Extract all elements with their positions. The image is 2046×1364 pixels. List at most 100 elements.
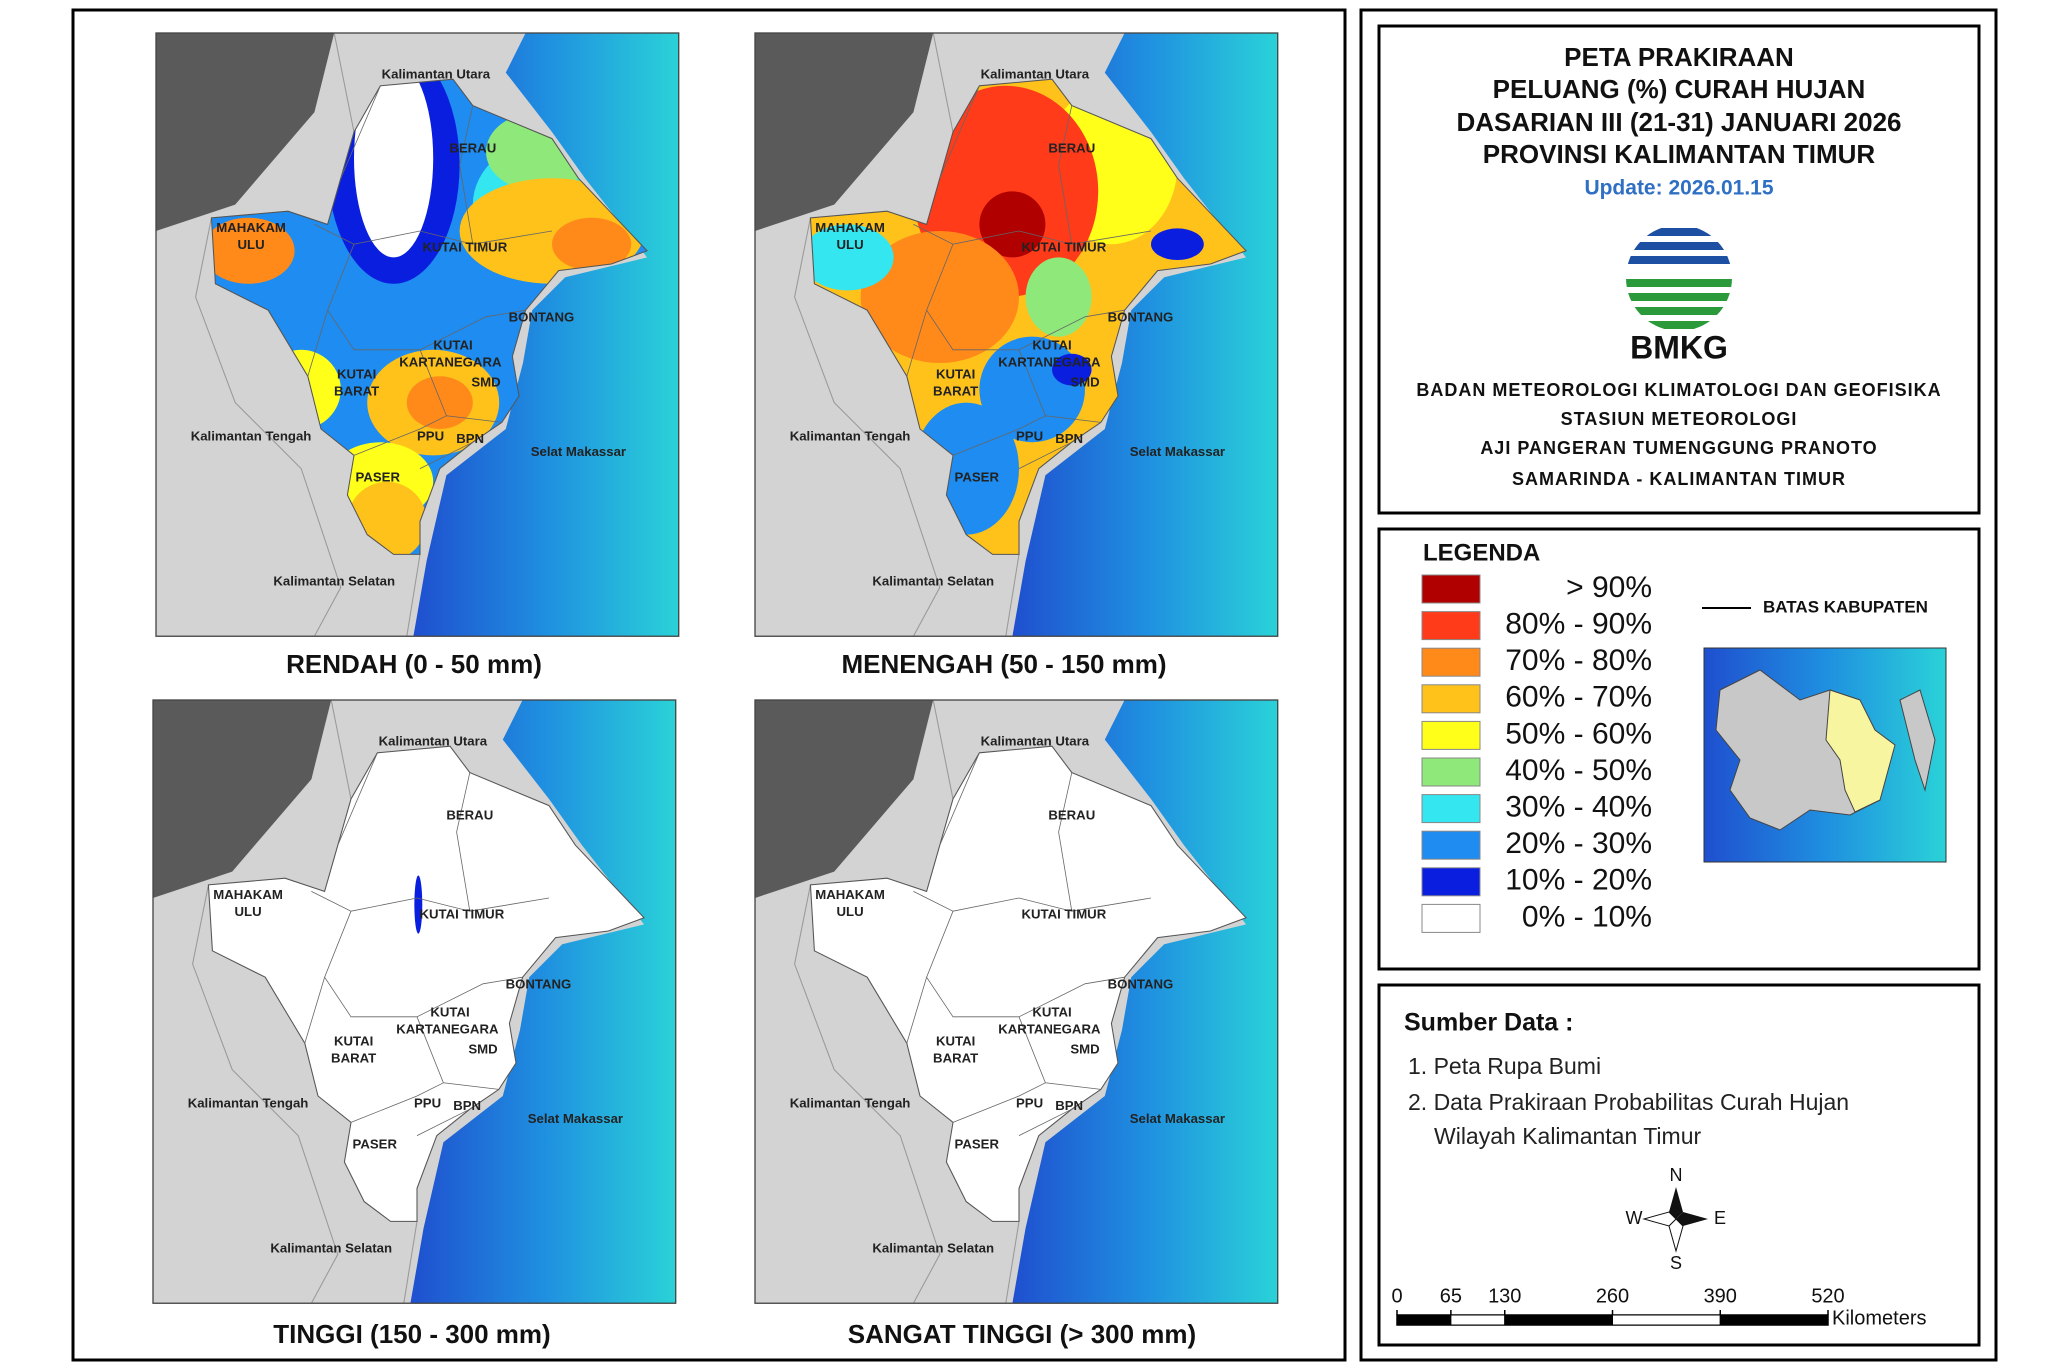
region-label: KARTANEGARA [396, 1021, 499, 1036]
region-label: KUTAI [430, 1004, 469, 1019]
regency-border [456, 772, 471, 912]
neighbor-border [794, 32, 1020, 637]
region-label: BONTANG [1108, 977, 1174, 992]
raster-zone [860, 231, 1019, 363]
region-label: BPN [1055, 431, 1083, 446]
title-line: PROVINSI KALIMANTAN TIMUR [1483, 139, 1876, 169]
map-panel: Kalimantan Utara BERAU MAHAKAM ULU KUTAI TIM… [152, 699, 677, 1304]
region-label: BERAU [449, 141, 496, 156]
regency-border [939, 752, 980, 846]
region-label: Kalimantan Tengah [191, 428, 312, 443]
region-label: BPN [453, 1098, 481, 1113]
scale-segment [1612, 1314, 1721, 1326]
region-label: Kalimantan Utara [981, 67, 1090, 82]
maps-frame [71, 8, 1347, 1362]
neighbor-border [794, 699, 1020, 1304]
source: Sumber Data : 1. Peta Rupa Bumi 2. Data … [1404, 1009, 1849, 1149]
regency-border [353, 415, 447, 456]
raster-zone [211, 217, 295, 284]
region-label: BARAT [933, 384, 978, 399]
map-title: TINGGI (150 - 300 mm) [273, 1319, 550, 1349]
region-label: PPU [1016, 428, 1043, 443]
region-label: KUTAI [337, 366, 376, 381]
sea [1012, 33, 1278, 637]
org-line: AJI PANGERAN TUMENGGUNG PRANOTO [1480, 438, 1877, 458]
region-label: MAHAKAM [213, 887, 283, 902]
region-label: SMD [471, 374, 500, 389]
raster-zone [1025, 257, 1092, 337]
regency-border [324, 911, 523, 1018]
region-label: KUTAI [1032, 337, 1071, 352]
regency-border [314, 224, 553, 245]
region-label: Kalimantan Tengah [790, 428, 911, 443]
regency-border [906, 310, 927, 377]
scale-segment [1450, 1314, 1506, 1326]
title-box [1377, 24, 1981, 515]
region-label: KUTAI TIMUR [1022, 907, 1107, 922]
region-label: Kalimantan Utara [382, 67, 491, 82]
legend-label: 20% - 30% [1505, 827, 1652, 860]
region-label: BONTANG [506, 977, 572, 992]
scale-unit: Kilometers [1832, 1307, 1926, 1329]
region-label: KUTAI [936, 366, 975, 381]
region-label: BERAU [1048, 808, 1095, 823]
regency-border [419, 441, 473, 469]
compass-w: W [1626, 1208, 1643, 1228]
region-label: BONTANG [509, 310, 575, 325]
region-label: KARTANEGARA [998, 1021, 1101, 1036]
source-title: Sumber Data : [1404, 1009, 1573, 1037]
title-line: DASARIAN III (21-31) JANUARI 2026 [1456, 107, 1901, 137]
region-label: SMD [1070, 374, 1099, 389]
region-label: KUTAI [1032, 1004, 1071, 1019]
regency-border [416, 1108, 470, 1136]
regency-border [1058, 105, 1073, 245]
region-label: BERAU [446, 808, 493, 823]
region-label: BPN [456, 431, 484, 446]
raster-zone [552, 217, 632, 271]
region-label: ULU [836, 904, 863, 919]
province-outline [210, 78, 648, 555]
region-label: PASER [356, 469, 401, 484]
regency-border [1018, 349, 1101, 423]
region-label: Kalimantan Tengah [790, 1095, 911, 1110]
source-box [1377, 983, 1981, 1347]
regency-border [459, 105, 474, 245]
source-item: 2. Data Prakiraan Probabilitas Curah Huj… [1408, 1089, 1849, 1115]
region-label: Kalimantan Selatan [273, 574, 395, 589]
org-line: SAMARINDA - KALIMANTAN TIMUR [1512, 469, 1846, 489]
legend-label: 10% - 20% [1505, 864, 1652, 897]
region-label: PASER [955, 1136, 1000, 1151]
north-arrow: N S W E [1626, 1165, 1727, 1273]
legend-label: 60% - 70% [1505, 681, 1652, 714]
region-label: BPN [1055, 1098, 1083, 1113]
region-label: KUTAI [936, 1033, 975, 1048]
raster-zone [810, 224, 894, 291]
region-label: Kalimantan Utara [981, 734, 1090, 749]
legend-label: > 90% [1566, 571, 1652, 604]
compass-e: E [1714, 1208, 1726, 1228]
compass-s: S [1670, 1253, 1682, 1273]
raster-zone [1151, 228, 1204, 261]
scale-segment [1396, 1314, 1452, 1326]
region-label: KUTAI [334, 1033, 373, 1048]
regency-border [926, 244, 1125, 351]
scale-segment [1504, 1314, 1613, 1326]
header: PETA PRAKIRAAN PELUANG (%) CURAH HUJAN D… [1416, 42, 1940, 489]
legend-swatch [1421, 867, 1481, 897]
neighbor-country [755, 700, 934, 898]
map-border [152, 699, 677, 1304]
regency-border [340, 85, 381, 179]
scale-tick-label: 390 [1704, 1285, 1737, 1307]
legend-label: 70% - 80% [1505, 644, 1652, 677]
legend-label: 40% - 50% [1505, 754, 1652, 787]
region-label: KUTAI TIMUR [1022, 240, 1107, 255]
map-border [155, 32, 680, 637]
maps: Kalimantan Utara BERAU MAHAKAM ULU KUTAI TIM… [152, 32, 1279, 1349]
compass-n: N [1670, 1165, 1683, 1185]
region-label: Kalimantan Selatan [872, 1241, 994, 1256]
map-border [754, 699, 1279, 1304]
region-label: KUTAI [433, 337, 472, 352]
map-title: RENDAH (0 - 50 mm) [286, 649, 542, 679]
legend-label: 50% - 60% [1505, 717, 1652, 750]
map-title: MENENGAH (50 - 150 mm) [841, 649, 1166, 679]
